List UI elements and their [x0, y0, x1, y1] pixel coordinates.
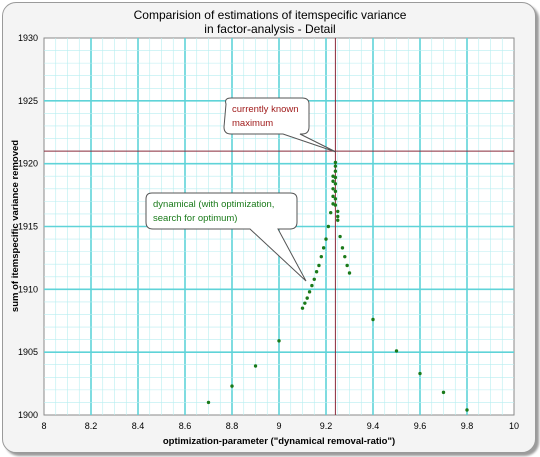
data-point	[333, 189, 338, 194]
data-point	[336, 209, 340, 214]
data-point	[333, 175, 338, 180]
y-tick-label: 1900	[18, 410, 38, 420]
data-point	[343, 254, 347, 259]
data-point	[441, 390, 446, 395]
callout-known-line2: maximum	[232, 118, 273, 129]
data-point	[465, 408, 469, 412]
x-tick-labels: 8 8.2 8.4 8.6 8.8 9 9.2 9.4 9.6 9.8 10	[41, 421, 519, 431]
x-tick-label: 8.8	[226, 421, 239, 431]
data-point	[331, 194, 335, 199]
data-point	[340, 246, 345, 250]
y-tick-label: 1925	[18, 96, 38, 106]
data-point	[307, 290, 312, 294]
x-tick-label: 9.8	[461, 421, 474, 431]
callout-bubble	[145, 192, 307, 282]
y-axis-label: sum of itemspecific variance removed	[10, 140, 21, 312]
data-point	[326, 224, 331, 229]
data-points	[206, 160, 469, 412]
data-point	[333, 182, 338, 186]
x-tick-label: 8	[41, 421, 46, 431]
x-tick-label: 8.6	[179, 421, 192, 431]
data-point	[312, 277, 316, 281]
data-point	[333, 197, 338, 201]
data-point	[253, 364, 258, 368]
callout-dynamical-line2: search for optimum)	[153, 213, 237, 224]
chart-title: Comparision of estimations of itemspecif…	[134, 8, 407, 22]
data-point	[338, 234, 342, 239]
data-point	[317, 263, 321, 268]
callout-known-maximum: currently known maximum	[223, 97, 337, 153]
y-tick-label: 1930	[18, 33, 38, 43]
data-point	[331, 187, 335, 191]
data-point	[300, 306, 305, 310]
chart-subtitle: in factor-analysis - Detail	[204, 22, 335, 36]
data-point	[277, 339, 281, 343]
x-tick-label: 9	[276, 421, 281, 431]
x-axis-label: optimization-parameter ("dynamical remov…	[163, 436, 395, 447]
data-point	[418, 371, 422, 376]
data-point	[333, 160, 338, 165]
y-tick-label: 1920	[18, 159, 38, 169]
data-point	[333, 203, 338, 207]
callout-known-line1: currently known	[232, 104, 299, 115]
data-point	[345, 263, 349, 268]
x-tick-label: 9.4	[367, 421, 380, 431]
x-tick-label: 8.4	[132, 421, 145, 431]
data-point	[371, 317, 375, 322]
data-point	[324, 237, 328, 241]
data-point	[314, 270, 319, 274]
data-point	[319, 254, 323, 259]
data-point	[310, 283, 314, 288]
data-point	[333, 164, 338, 168]
x-tick-label: 8.2	[85, 421, 98, 431]
x-tick-label: 10	[509, 421, 519, 431]
data-point	[394, 349, 399, 353]
data-point	[331, 179, 335, 183]
y-tick-label: 1910	[18, 284, 38, 294]
data-point	[329, 210, 333, 215]
callout-dynamical: dynamical (with optimization, search for…	[145, 192, 307, 282]
callout-dynamical-line1: dynamical (with optimization,	[153, 199, 274, 210]
data-point	[347, 271, 352, 275]
data-point	[206, 400, 211, 405]
reference-lines	[44, 38, 514, 415]
y-tick-labels: 1900 1905 1910 1915 1920 1925 1930	[18, 33, 38, 420]
data-point	[321, 246, 326, 250]
data-point	[336, 214, 340, 219]
data-point	[336, 218, 340, 222]
data-point	[333, 169, 338, 173]
y-tick-label: 1905	[18, 347, 38, 357]
data-point	[303, 301, 307, 305]
data-point	[230, 384, 234, 388]
x-tick-label: 9.6	[414, 421, 427, 431]
callout-bubble	[223, 97, 337, 153]
data-point	[305, 296, 309, 300]
x-tick-label: 9.2	[320, 421, 333, 431]
y-tick-label: 1915	[18, 222, 38, 232]
